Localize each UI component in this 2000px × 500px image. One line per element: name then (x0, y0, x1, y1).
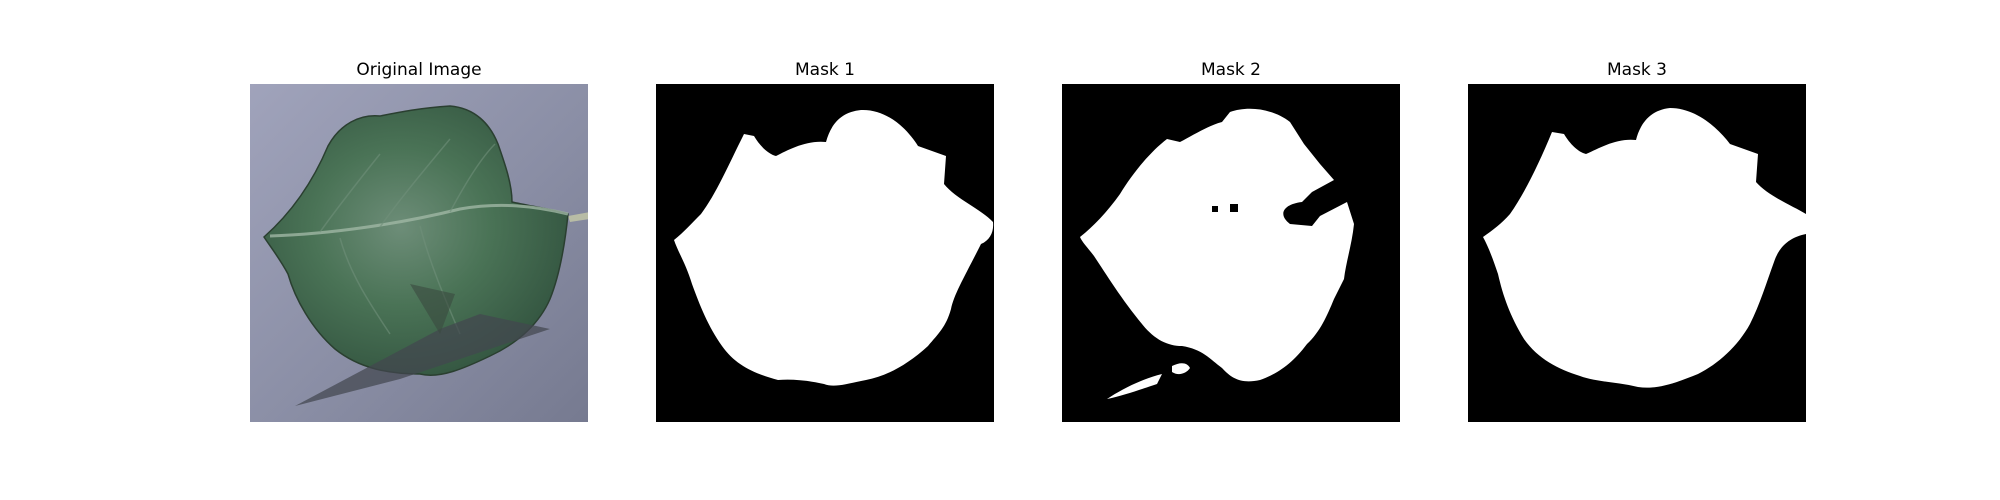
mask-hole (1230, 204, 1238, 212)
leaf-vein (379, 138, 451, 228)
mask-region (1080, 108, 1354, 382)
leaf-stem (568, 212, 588, 222)
original-image (250, 84, 588, 422)
mask-region (674, 109, 994, 386)
leaf-vein (449, 143, 496, 213)
panel-title: Mask 2 (1200, 60, 1261, 80)
mask-fragment (1172, 363, 1190, 375)
leaf-midrib (269, 203, 569, 238)
mask-image (1062, 84, 1400, 422)
panel-mask-2: Mask 2 (1062, 59, 1400, 439)
shadow-triangle (295, 314, 550, 406)
panel-original-image: Original Image (250, 59, 588, 439)
panel-title: Mask 3 (1606, 60, 1667, 80)
panel-title: Mask 1 (794, 60, 855, 80)
mask-region (1483, 108, 1806, 388)
leaf-vein (419, 225, 461, 335)
mask-hole (1212, 206, 1218, 212)
panel-title: Original Image (356, 60, 482, 80)
leaf-vein (339, 237, 391, 335)
mask-image (656, 84, 994, 422)
mask-fragment (1107, 374, 1162, 399)
panel-mask-1: Mask 1 (656, 59, 994, 439)
mask-image (1468, 84, 1806, 422)
leaf (263, 105, 569, 376)
panel-mask-3: Mask 3 (1468, 59, 1806, 439)
leaf-vein (319, 153, 381, 233)
shadow-fold (410, 284, 455, 334)
